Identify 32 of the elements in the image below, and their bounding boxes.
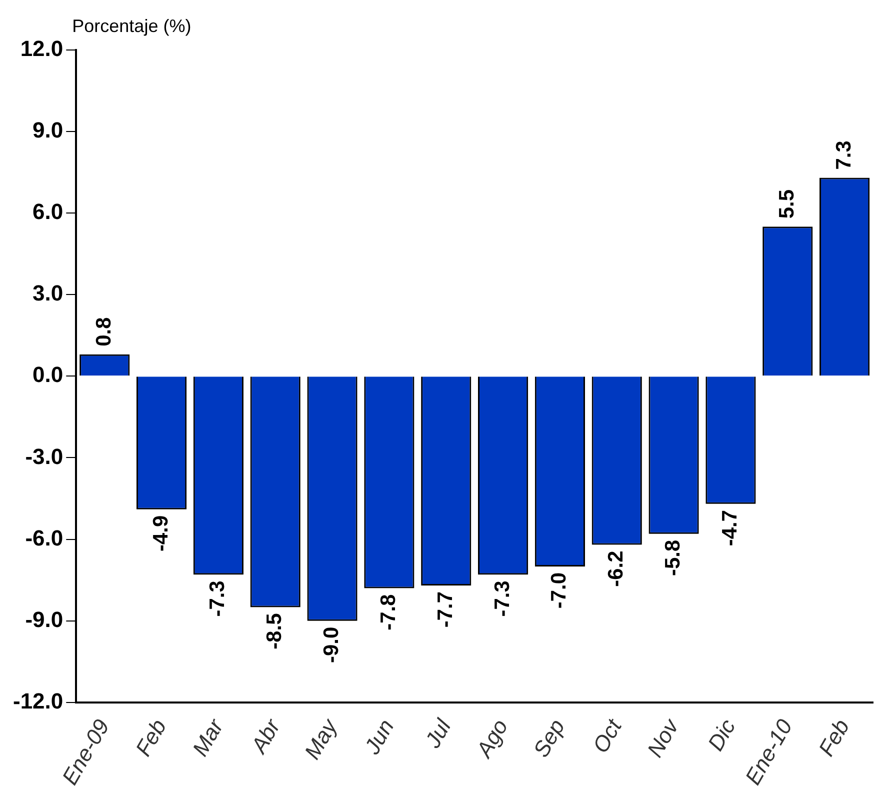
y-tick-label: 3.0: [32, 280, 64, 306]
data-label: -7.3: [490, 580, 514, 617]
x-tick-label: Oct: [588, 714, 627, 758]
data-label: -5.8: [662, 540, 685, 576]
data-label: -7.3: [206, 580, 230, 617]
y-tick-label: 12.0: [20, 36, 64, 62]
data-label: 5.5: [775, 189, 798, 219]
y-tick-label: 9.0: [32, 118, 64, 143]
y-tick-label: -3.0: [25, 444, 64, 469]
data-label: -7.7: [434, 591, 457, 628]
data-label: -4.9: [149, 515, 172, 552]
x-tick-label: Abr: [245, 714, 286, 759]
x-tick-label: Jun: [358, 715, 399, 760]
data-label: 0.8: [92, 316, 116, 346]
y-tick-label: -6.0: [25, 525, 64, 550]
data-label: -9.0: [320, 626, 344, 664]
data-label: 7.3: [832, 140, 856, 170]
x-tick-label: Dic: [702, 715, 740, 756]
y-tick-label: 6.0: [32, 199, 64, 224]
data-label: -8.5: [263, 612, 286, 650]
y-tick-label: 0.0: [32, 362, 64, 388]
y-tick-label: -12.0: [12, 688, 64, 714]
data-label: -7.0: [548, 572, 571, 609]
x-tick-label: Sep: [528, 715, 570, 762]
x-tick-label: Feb: [130, 715, 172, 760]
x-tick-label: Feb: [814, 715, 854, 760]
data-label: -7.8: [376, 594, 400, 630]
y-tick-label: -9.0: [25, 606, 64, 632]
data-label: -4.7: [718, 510, 742, 546]
y-axis-title: Porcentaje (%): [72, 16, 192, 36]
x-tick-label: Jul: [420, 714, 456, 753]
data-label: -6.2: [604, 550, 628, 587]
